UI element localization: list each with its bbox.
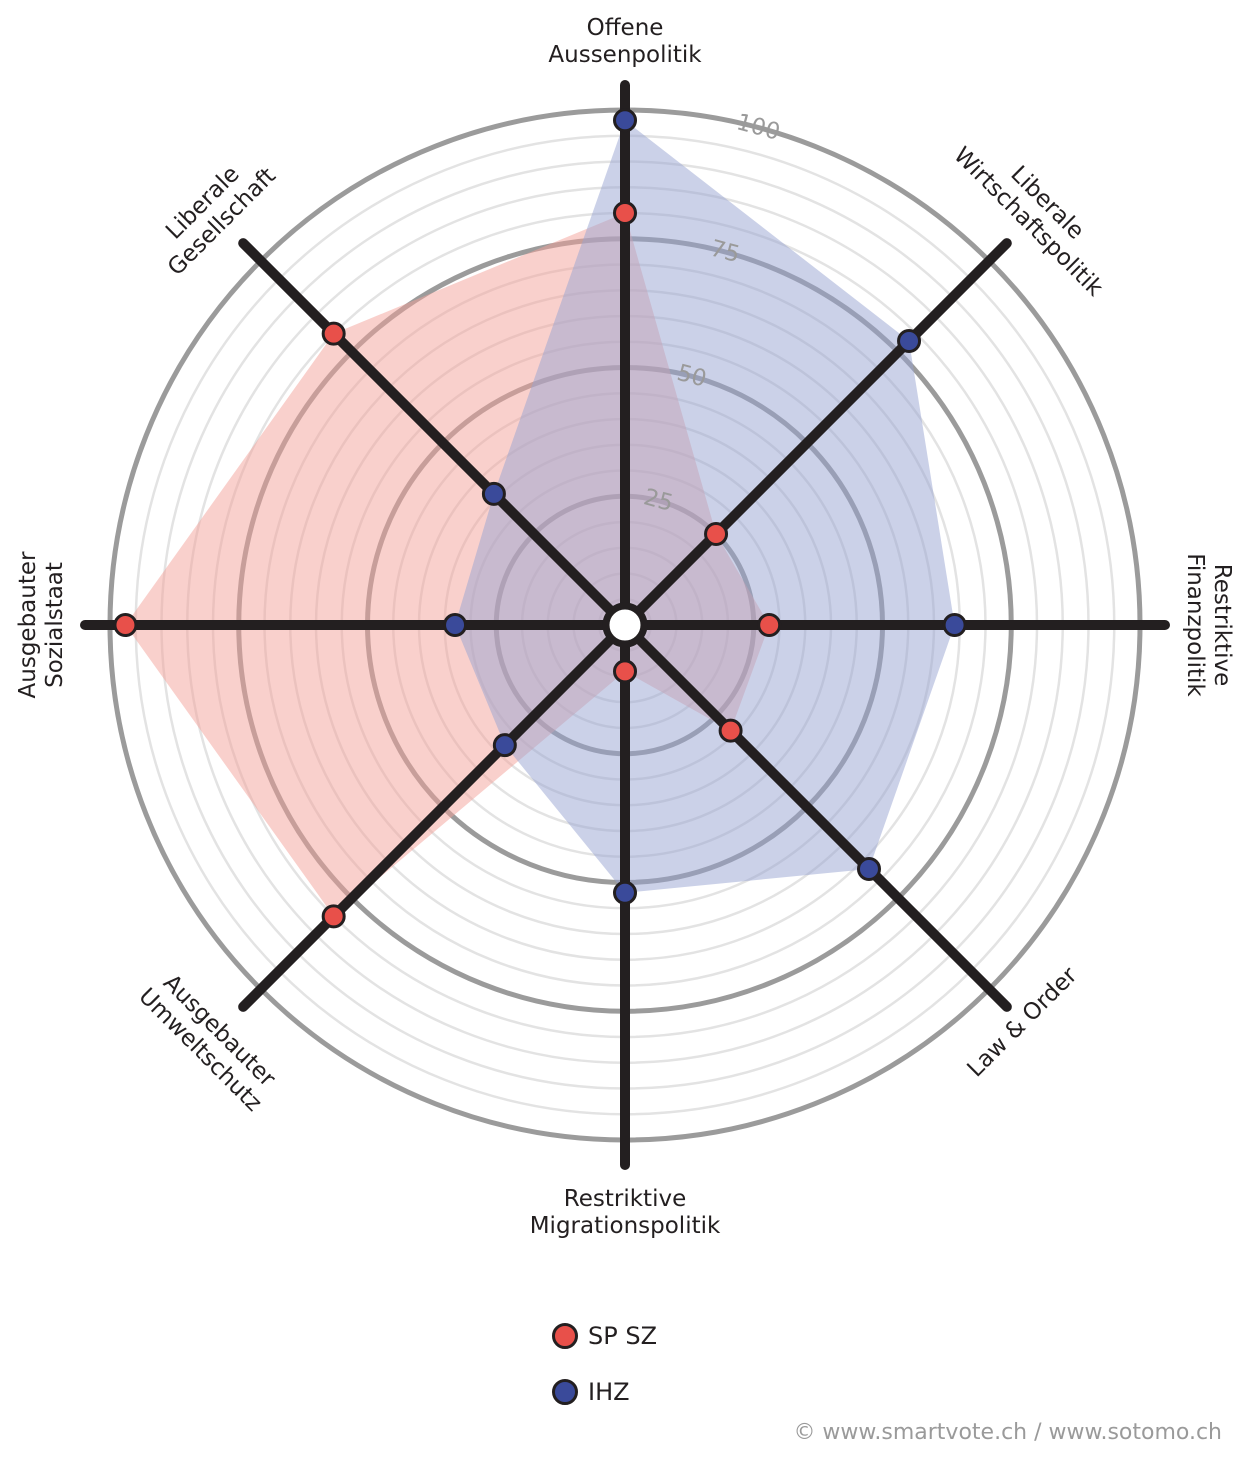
axis-label: Offene — [587, 15, 664, 41]
legend-label: SP SZ — [588, 1322, 658, 1350]
data-point-series-0 — [321, 904, 346, 929]
credit: © www.smartvote.ch / www.sotomo.ch — [793, 1420, 1222, 1445]
axis-label: Ausgebauter — [15, 551, 41, 698]
data-point-series-1 — [856, 856, 881, 881]
legend-item-sp-sz: SP SZ — [552, 1308, 657, 1364]
axis-label: Migrationspolitik — [530, 1213, 721, 1239]
axis-label: Aussenpolitik — [548, 42, 702, 68]
data-point-series-1 — [942, 613, 967, 637]
axis-label: Restriktive — [1209, 564, 1235, 686]
data-point-series-1 — [897, 328, 922, 353]
data-point-series-1 — [443, 613, 468, 637]
data-point-series-0 — [321, 321, 346, 346]
legend: SP SZ IHZ — [552, 1308, 657, 1420]
axis-label: Restriktive — [564, 1186, 686, 1212]
data-point-series-0 — [704, 521, 729, 546]
legend-label: IHZ — [588, 1378, 630, 1406]
axis-label: Finanzpolitik — [1182, 553, 1208, 697]
data-point-series-0 — [718, 718, 743, 743]
legend-dot-sp-sz — [552, 1323, 578, 1349]
axis-spoke — [620, 620, 1012, 1012]
axis-spoke — [238, 238, 630, 630]
data-point-series-0 — [613, 659, 637, 684]
series-area-1 — [455, 120, 955, 893]
series-areas — [125, 120, 955, 917]
legend-item-ihz: IHZ — [552, 1364, 657, 1420]
tick-label: 100 — [734, 109, 783, 145]
data-point-series-1 — [613, 880, 637, 905]
data-points — [113, 108, 967, 929]
data-point-series-0 — [113, 613, 138, 637]
axis-label-group: Ausgebauter Sozialstaat — [15, 551, 68, 698]
axis-spoke — [620, 238, 1012, 630]
axis-label: Sozialstaat — [42, 562, 68, 688]
data-point-series-0 — [757, 613, 782, 637]
legend-dot-ihz — [552, 1379, 578, 1405]
axis-spoke — [238, 620, 630, 1012]
data-point-series-1 — [492, 733, 517, 758]
data-point-series-0 — [613, 201, 637, 225]
data-point-series-1 — [613, 108, 637, 133]
center-hub — [602, 602, 648, 648]
data-point-series-1 — [481, 481, 506, 506]
